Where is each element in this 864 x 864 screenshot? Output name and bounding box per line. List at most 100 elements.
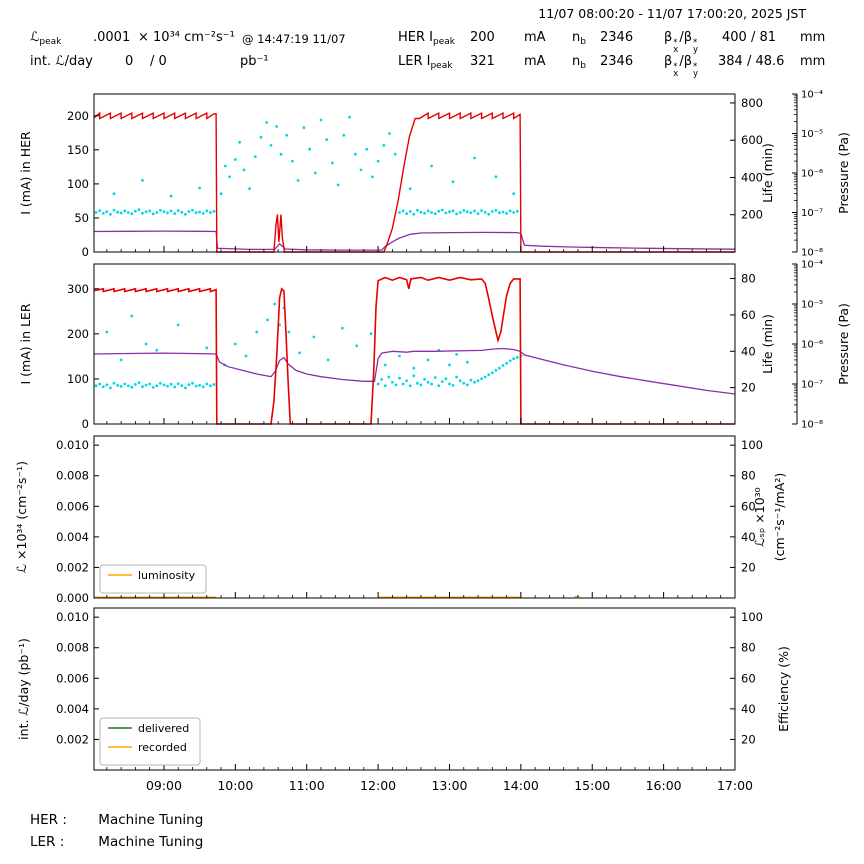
pt-her-pressure	[105, 210, 109, 214]
pt-ler-pressure	[130, 314, 134, 318]
pt-ler-pressure	[151, 386, 155, 389]
y2-tick-label: 60	[741, 499, 756, 513]
pt-her-pressure	[371, 175, 374, 179]
pt-ler-pressure	[101, 385, 105, 389]
y2-tick-label: 40	[741, 702, 756, 716]
pt-ler-pressure	[412, 366, 416, 370]
x-tick-label: 09:00	[146, 778, 182, 793]
series-her-lifetime	[93, 230, 736, 251]
pt-her-pressure	[512, 211, 516, 214]
pt-her-pressure	[187, 210, 191, 213]
pt-her-pressure	[130, 212, 134, 216]
pt-ler-pressure	[469, 378, 473, 382]
pt-her-pressure	[198, 210, 202, 214]
lpeak-label: ℒpeak	[30, 30, 62, 47]
luminosity-chart: 0.000 0.002 0.004 0.006 0.008 0.010 20 40 60 80 10…	[14, 435, 787, 602]
y-axis-label: I (mA) in LER	[18, 303, 33, 384]
pt-ler-pressure	[462, 381, 466, 385]
pt-ler-pressure	[380, 378, 384, 381]
ler-nb-value: 2346	[600, 54, 634, 69]
x-tick-label: 11:00	[289, 778, 325, 793]
y2-tick-label: 40	[741, 530, 756, 544]
y2-tick-label: 60	[741, 308, 756, 322]
pt-her-pressure	[423, 211, 426, 215]
pt-ler-pressure	[144, 342, 148, 346]
ler-beta-label: β * x/β * y	[664, 54, 699, 79]
plot-frame	[93, 263, 736, 425]
pt-ler-pressure	[126, 384, 130, 388]
pt-ler-pressure	[326, 358, 330, 362]
pt-ler-pressure	[405, 379, 408, 383]
x-tick-label: 15:00	[574, 778, 610, 793]
ler-chart: 0 100 200 300 20 40 60 80 I (mA) in LER Life (min…	[18, 260, 851, 431]
pt-ler-pressure	[176, 382, 180, 386]
y2-axis-label: Efficiency (%)	[776, 646, 791, 732]
pressure-tick-label: 10⁻⁶	[801, 169, 823, 180]
y2-axis-label-2: (cm⁻²s⁻¹/mA²)	[772, 473, 787, 561]
pt-her-pressure	[223, 164, 227, 168]
y2-tick-label: 40	[741, 344, 756, 358]
x-tick-label: 13:00	[431, 778, 467, 793]
y-tick-label: 0.006	[56, 671, 89, 685]
pt-ler-pressure	[119, 358, 123, 362]
pt-ler-pressure	[209, 384, 212, 388]
pt-her-pressure	[233, 158, 237, 161]
pt-ler-pressure	[480, 377, 483, 381]
pt-her-pressure	[112, 208, 116, 212]
pt-ler-pressure	[137, 381, 141, 385]
pt-ler-pressure	[383, 384, 387, 388]
pt-her-pressure	[416, 208, 419, 212]
legend	[99, 717, 201, 766]
intl-unit: pb⁻¹	[240, 54, 269, 69]
pt-ler-pressure	[155, 384, 159, 388]
pt-her-pressure	[483, 210, 487, 214]
ler-status-value: Machine Tuning	[98, 834, 204, 850]
pt-her-pressure	[302, 126, 306, 130]
charts-column: 0 50 100 150 200 200 400 600 800 I (mA) in HER Lif…	[0, 86, 864, 808]
pt-her-pressure	[242, 168, 246, 172]
pt-ler-pressure	[355, 344, 359, 348]
pt-her-pressure	[494, 208, 498, 212]
pt-ler-pressure	[173, 385, 177, 389]
pt-her-pressure	[112, 192, 116, 196]
pt-ler-pressure	[419, 383, 423, 387]
pt-her-pressure	[141, 211, 144, 215]
pt-her-pressure	[291, 159, 294, 163]
pt-ler-pressure	[112, 381, 116, 385]
pressure-tick-label: 10⁻⁵	[801, 300, 823, 311]
plot-frame	[93, 435, 736, 599]
pt-her-pressure	[512, 192, 516, 196]
series-ler-beam-current	[93, 276, 735, 425]
pt-ler-pressure	[440, 380, 444, 383]
legend-label: luminosity	[138, 569, 196, 582]
pt-her-pressure	[219, 192, 223, 196]
pt-her-pressure	[430, 164, 433, 168]
pt-ler-pressure	[116, 384, 119, 387]
series-ler-lifetime	[93, 347, 736, 395]
pt-her-pressure	[388, 132, 391, 135]
pt-ler-pressure	[416, 381, 419, 385]
x-tick-label: 17:00	[717, 778, 753, 793]
y-tick-label: 0.006	[56, 499, 89, 513]
pressure-tick-label: 10⁻⁴	[801, 260, 823, 271]
pt-ler-pressure	[448, 382, 451, 386]
her-beta-unit: mm	[800, 30, 826, 45]
y-tick-label: 0.010	[56, 610, 89, 624]
pt-ler-pressure	[455, 353, 458, 356]
pressure-tick-label: 10⁻⁸	[801, 420, 823, 431]
pt-ler-pressure	[233, 342, 237, 346]
pt-her-pressure	[116, 210, 119, 214]
pt-her-pressure	[473, 156, 476, 160]
pt-ler-pressure	[487, 373, 491, 377]
pt-her-pressure	[444, 211, 448, 215]
pt-ler-pressure	[134, 383, 137, 386]
her-status-value: Machine Tuning	[98, 812, 204, 828]
y2-tick-label: 60	[741, 671, 756, 685]
her-beta-values: 400 / 81	[722, 30, 776, 45]
pt-ler-pressure	[387, 375, 391, 379]
ler-ipeak-label: LER Ipeak	[398, 54, 453, 71]
pt-her-pressure	[169, 194, 173, 198]
intl-value2: / 0	[150, 54, 167, 69]
pt-ler-pressure	[159, 381, 162, 385]
